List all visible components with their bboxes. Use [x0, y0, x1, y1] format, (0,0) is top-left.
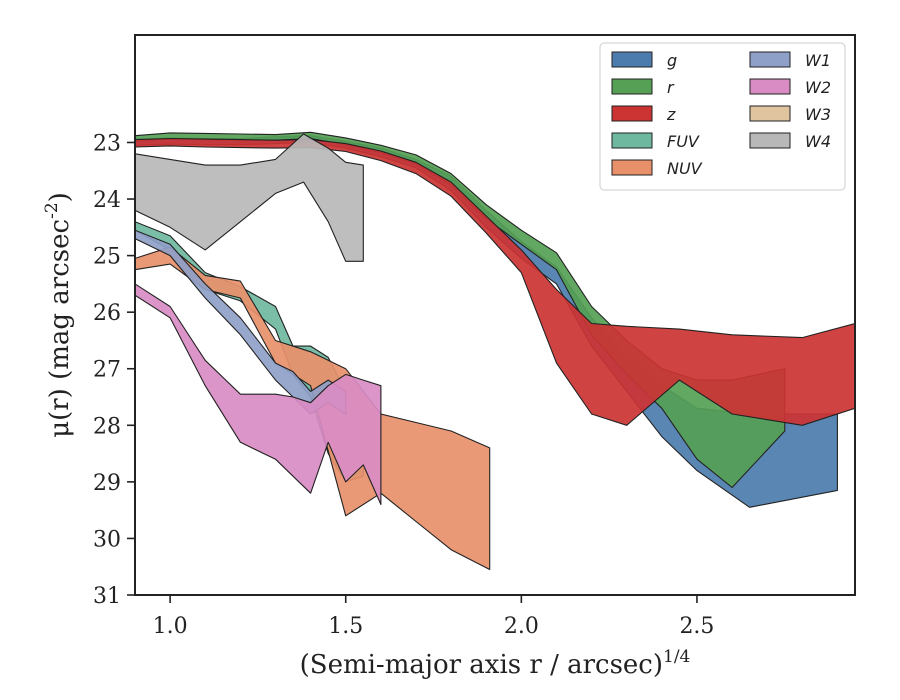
y-tick-label: 23 [93, 131, 121, 156]
legend-swatch-z [611, 105, 653, 122]
x-axis-label: (Semi-major axis r / arcsec)1/4 [300, 647, 691, 680]
legend-swatch-w1 [749, 51, 791, 68]
y-tick-label: 27 [93, 358, 121, 383]
legend-swatch-w2 [749, 78, 791, 95]
y-tick-label: 30 [93, 527, 121, 552]
legend-label-w2: W2 [805, 78, 831, 97]
legend-label-z: z [666, 105, 676, 124]
legend-label-w4: W4 [805, 132, 831, 151]
legend-label-r: r [667, 78, 675, 97]
legend-label-nuv: NUV [667, 159, 703, 178]
legend-label-fuv: FUV [667, 132, 700, 151]
legend-swatch-g [611, 51, 653, 68]
y-tick-label: 31 [93, 584, 121, 609]
y-tick-label: 25 [93, 245, 121, 270]
y-tick-label: 24 [93, 188, 121, 213]
legend-swatch-w3 [749, 105, 791, 122]
legend-label-w3: W3 [805, 105, 831, 124]
series-layer [135, 131, 855, 571]
legend-swatch-nuv [611, 159, 653, 176]
y-tick-label: 26 [93, 301, 121, 326]
x-tick-label: 1.0 [153, 614, 188, 639]
legend-swatch-fuv [611, 132, 653, 149]
y-axis: 23 24 25 26 27 28 29 30 31 [93, 131, 135, 609]
legend-label-g: g [667, 51, 677, 70]
x-tick-label: 2.0 [504, 614, 539, 639]
series-band-nuv [135, 246, 491, 571]
y-tick-label: 29 [93, 471, 121, 496]
legend-label-w1: W1 [805, 51, 831, 70]
series-band-w4 [135, 133, 364, 262]
y-axis-label: μ(r) (mag arcsec-2) [42, 192, 75, 438]
series-band-w2 [135, 283, 382, 506]
x-axis: 1.0 1.5 2.0 2.5 [153, 595, 714, 639]
x-tick-label: 1.5 [328, 614, 363, 639]
plot-frame [134, 34, 856, 596]
legend-swatch-r [611, 78, 653, 95]
legend-swatch-w4 [749, 132, 791, 149]
y-tick-label: 28 [93, 414, 121, 439]
x-tick-label: 2.5 [679, 614, 714, 639]
legend: grz FUV NUV W1 W2 W3 W4 [599, 42, 846, 191]
